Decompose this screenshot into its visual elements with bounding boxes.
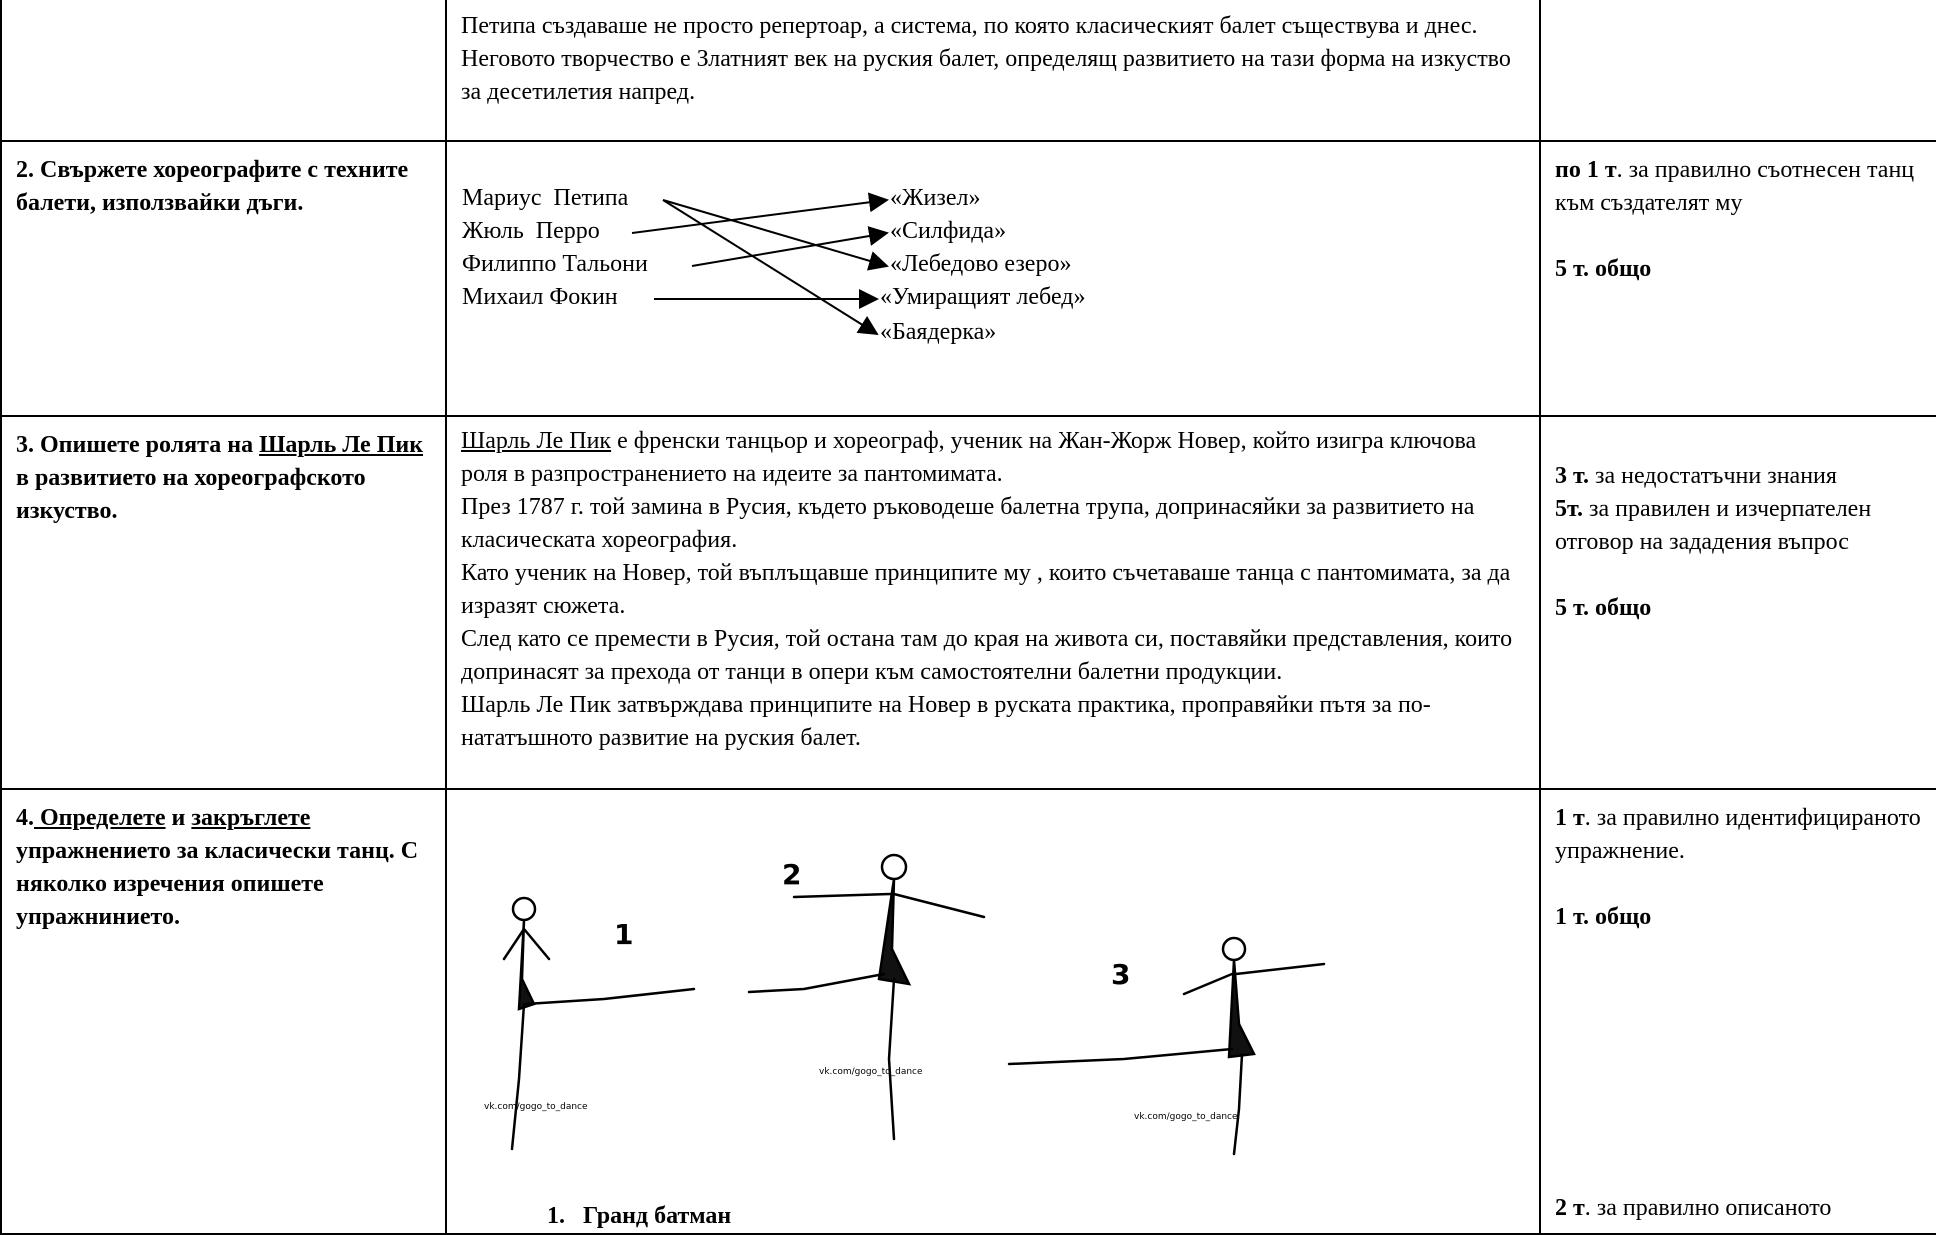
- figure-label: 2: [782, 858, 801, 891]
- score-text: . за правилно идентифицираното упражнени…: [1555, 805, 1921, 864]
- question-cell: 3. Опишете ролята на Шарль Ле Пик в разв…: [0, 417, 447, 790]
- arrow: [662, 199, 879, 336]
- score-text: . за правилно описаното: [1584, 1195, 1832, 1221]
- score-cell: 3 т. за недостатъчни знания 5т. за прави…: [1541, 417, 1936, 790]
- score: 2 т. за правилно описаното: [1555, 1192, 1831, 1225]
- answer-item: 1. Гранд батман: [547, 1200, 731, 1233]
- score-cell: 1 т. за правилно идентифицираното упражн…: [1541, 790, 1936, 1235]
- score: 5т. за правилен и изчерпателен отговор н…: [1555, 493, 1922, 559]
- watermark: vk.com/gogo_to_dance: [819, 1067, 923, 1077]
- choreographer: Мариус Петипа: [462, 185, 629, 211]
- ballet: «Баядерка»: [880, 319, 997, 345]
- score-text: . за правилно съотнесен танц към създате…: [1555, 157, 1915, 216]
- question: 2. Свържете хореографите с техните балет…: [16, 157, 409, 216]
- arrow: [631, 192, 889, 234]
- score-total: 1 т. общо: [1555, 904, 1652, 930]
- answer-paragraph: Шарль Ле Пик е френски танцьор и хореогр…: [461, 425, 1525, 491]
- score-points: 5т.: [1555, 496, 1583, 522]
- question-cell: 2. Свържете хореографите с техните балет…: [0, 142, 447, 417]
- cell: Петипа създаваше не просто репертоар, а …: [447, 0, 1541, 142]
- arrows: [631, 192, 889, 336]
- question: и: [165, 805, 192, 831]
- score: 1 т. за правилно идентифицираното упражн…: [1555, 802, 1922, 868]
- figure-label: 3: [1111, 958, 1130, 991]
- score-total: 5 т. общо: [1555, 256, 1652, 282]
- score: 3 т. за недостатъчни знания: [1555, 460, 1922, 493]
- choreographer: Жюль Перро: [462, 218, 600, 244]
- question-underlined: закръглете: [191, 805, 311, 831]
- choreographer: Михаил Фокин: [462, 284, 618, 310]
- answer-paragraph: Шарль Ле Пик затвърждава принципите на Н…: [461, 692, 1431, 751]
- answer-text: Петипа създаваше не просто репертоар, а …: [461, 13, 1511, 105]
- score-points: 2 т: [1555, 1195, 1585, 1221]
- cell: [1541, 0, 1936, 142]
- watermark: vk.com/gogo_to_dance: [1134, 1112, 1238, 1122]
- question: в развитието на хореографското изкуство.: [16, 465, 366, 524]
- score-total: 5 т. общо: [1555, 595, 1652, 621]
- watermark: vk.com/gogo_to_dance: [484, 1102, 588, 1112]
- score-points: по 1 т: [1555, 157, 1617, 183]
- question: 3. Опишете ролята на: [16, 432, 260, 458]
- answer-underlined: Шарль Ле Пик: [461, 428, 612, 454]
- item-text: Гранд батман: [583, 1203, 732, 1229]
- exercise-figure: 1 2 3 vk.com/gogo_to_dance vk.com/gogo_t…: [464, 809, 1356, 1167]
- question: 4.: [16, 805, 34, 831]
- arrow: [662, 199, 889, 271]
- ballet: «Лебедово езеро»: [890, 251, 1072, 277]
- cell: [0, 0, 447, 142]
- answer-paragraph: Като ученик на Новер, той въплъщавше при…: [461, 560, 1511, 619]
- question-underlined: Определете: [34, 805, 166, 831]
- ballet: «Умиращият лебед»: [880, 284, 1086, 310]
- answer-cell: Шарль Ле Пик е френски танцьор и хореогр…: [447, 417, 1541, 790]
- score: по 1 т. за правилно съотнесен танц към с…: [1555, 154, 1922, 220]
- score-text: за недостатъчни знания: [1588, 463, 1837, 489]
- ballet: «Силфида»: [890, 218, 1007, 244]
- ballet: «Жизел»: [890, 185, 981, 211]
- figure-label: 1: [614, 918, 633, 951]
- question-underlined: Шарль Ле Пик: [259, 432, 424, 458]
- matching-cell: Мариус Петипа Жюль Перро Филиппо Тальони…: [447, 142, 1541, 417]
- score-cell: по 1 т. за правилно съотнесен танц към с…: [1541, 142, 1936, 417]
- answer-paragraph: След като се премести в Русия, той остан…: [461, 626, 1513, 685]
- arrow: [691, 226, 889, 267]
- score-points: 3 т.: [1555, 463, 1589, 489]
- choreographer: Филиппо Тальони: [462, 251, 648, 277]
- exercise-cell: 1 2 3 vk.com/gogo_to_dance vk.com/gogo_t…: [447, 790, 1541, 1235]
- item-number: 1.: [547, 1203, 565, 1229]
- answer-text: е френски танцьор и хореограф, ученик на…: [461, 428, 1477, 487]
- question: упражнението за класически танц. С някол…: [16, 838, 419, 930]
- question-cell: 4. Определете и закръглете упражнението …: [0, 790, 447, 1235]
- score-points: 1 т: [1555, 805, 1585, 831]
- answer-paragraph: През 1787 г. той замина в Русия, където …: [461, 494, 1475, 553]
- score-text: за правилен и изчерпателен отговор на за…: [1555, 496, 1872, 555]
